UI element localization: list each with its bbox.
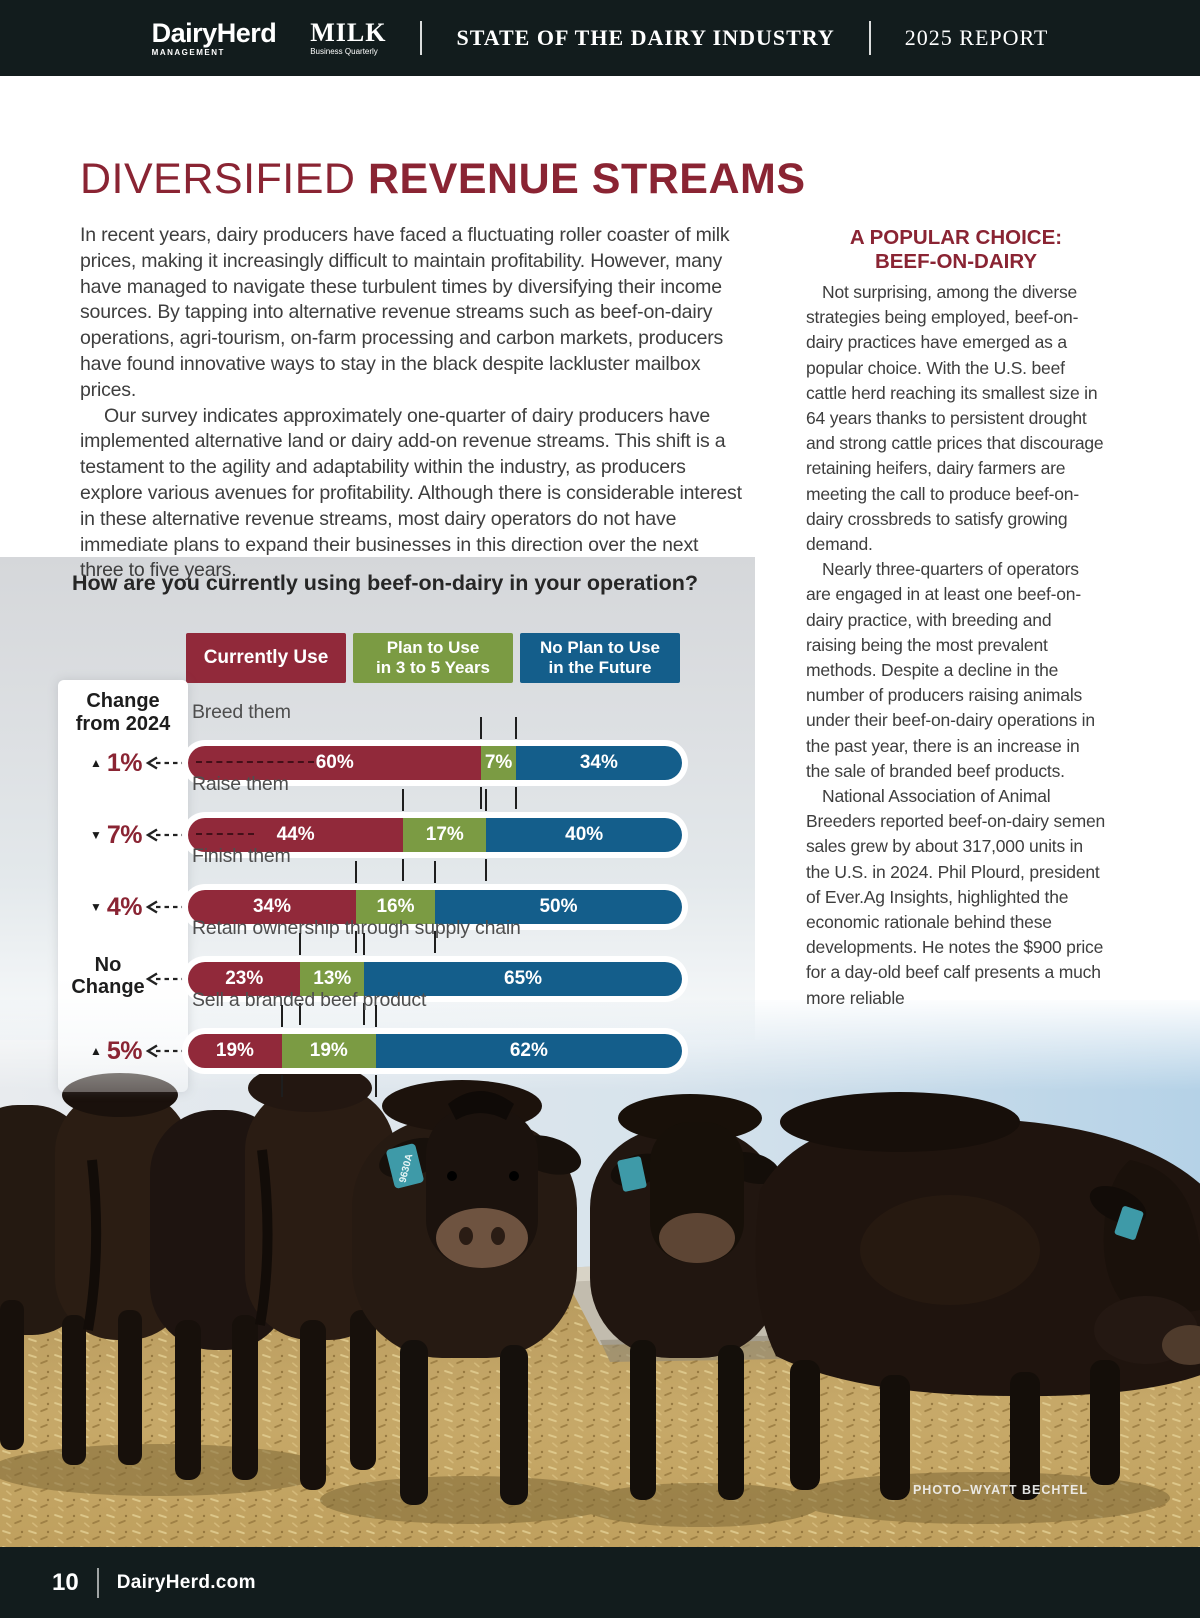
- cattle-photo-svg: 9630A: [0, 1000, 1200, 1547]
- sidebar-paragraph: Not surprising, among the diverse strate…: [806, 282, 1104, 555]
- header-title: STATE OF THE DAIRY INDUSTRY: [456, 25, 835, 50]
- page-footer-bar: 10 DairyHerd.com: [0, 1547, 1200, 1618]
- milk-logo-sub: Business Quarterly: [310, 47, 378, 56]
- sidebar-heading-line1: A POPULAR CHOICE:: [849, 226, 1063, 249]
- article-title-light: DIVERSIFIED: [80, 155, 368, 203]
- sidebar-paragraph: National Association of Animal Breeders …: [806, 786, 1106, 1008]
- dairyherd-logo-text: DairyHerd: [151, 17, 277, 48]
- milk-logo: MILK Business Quarterly: [310, 20, 386, 56]
- cow-tail: [83, 1159, 102, 1331]
- sidebar-heading: A POPULAR CHOICE: BEEF-ON-DAIRY: [806, 226, 1106, 274]
- dairyherd-logo-sub: MANAGEMENT: [151, 47, 225, 57]
- ear-tag: 9630A: [386, 1143, 424, 1189]
- article-body: In recent years, dairy producers have fa…: [80, 223, 742, 584]
- page-number: 10: [52, 1568, 79, 1596]
- article-paragraph: In recent years, dairy producers have fa…: [80, 224, 730, 401]
- photo-credit: PHOTO–WYATT BECHTEL: [913, 1483, 1088, 1497]
- cow-silhouette: [0, 1064, 395, 1490]
- cow-profile-right: [755, 1092, 1200, 1500]
- cow-front-second: [590, 1094, 780, 1500]
- header-divider: [420, 21, 423, 55]
- article-title-bold: REVENUE STREAMS: [367, 155, 806, 203]
- footer-divider: [96, 1567, 99, 1598]
- cow-tail: [255, 1149, 273, 1326]
- article-title: DIVERSIFIED REVENUE STREAMS: [80, 155, 806, 204]
- article-paragraph: Our survey indicates approximately one-q…: [80, 404, 742, 582]
- header-divider: [868, 21, 871, 55]
- ear-tag: [617, 1156, 647, 1192]
- chart-background-panel: [0, 557, 755, 1040]
- footer-site: DairyHerd.com: [116, 1571, 256, 1593]
- sidebar-heading-line2: BEEF-ON-DAIRY: [874, 250, 1038, 273]
- sidebar-popular-choice: A POPULAR CHOICE: BEEF-ON-DAIRY Not surp…: [806, 226, 1106, 1011]
- milk-logo-text: MILK: [310, 18, 387, 47]
- page-header-bar: DairyHerd MANAGEMENT MILK Business Quart…: [0, 0, 1200, 76]
- dairyherd-logo: DairyHerd MANAGEMENT: [151, 17, 277, 57]
- ear-tag: [1114, 1206, 1144, 1240]
- cow-head: 9630A: [379, 1091, 582, 1268]
- cattle-photo: 9630A: [0, 1000, 1200, 1547]
- header-report-label: 2025 REPORT: [904, 25, 1049, 50]
- cow-front-tagged: 9630A: [352, 1080, 582, 1505]
- sidebar-paragraph: Nearly three-quarters of operators are e…: [806, 559, 1095, 781]
